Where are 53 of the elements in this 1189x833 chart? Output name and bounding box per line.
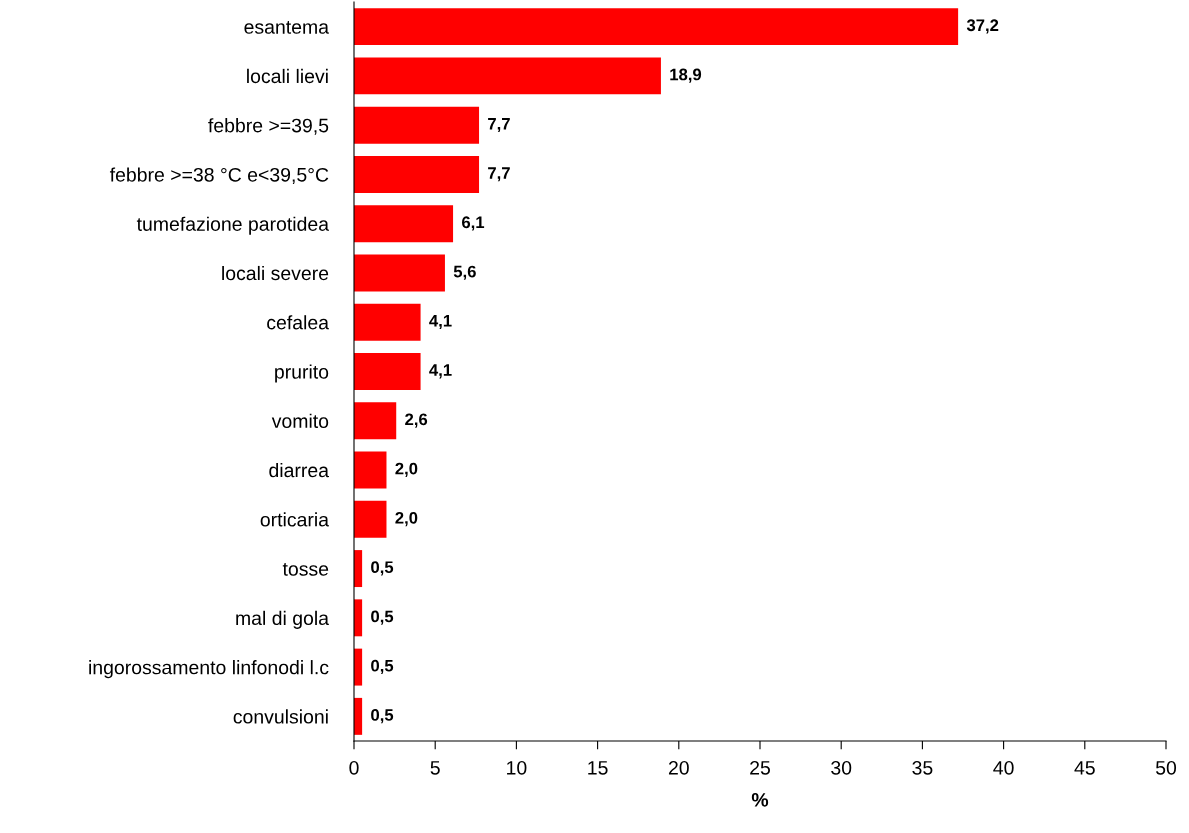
data-label: 18,9 bbox=[670, 68, 702, 83]
bar bbox=[354, 353, 421, 390]
data-label: 2,6 bbox=[405, 413, 428, 428]
data-label: 7,7 bbox=[488, 118, 510, 133]
x-tick-label: 40 bbox=[993, 760, 1014, 775]
y-tick-label: esantema bbox=[244, 21, 330, 34]
y-tick-label: cefalea bbox=[267, 315, 329, 330]
data-label: 7,7 bbox=[488, 167, 510, 182]
bar bbox=[354, 8, 959, 46]
bar bbox=[354, 205, 454, 243]
y-tick-label: febbre >=38 °C e<39,5°C bbox=[109, 167, 329, 184]
y-tick-label: ingorossamento linfonodi l.c bbox=[89, 660, 329, 679]
y-tick-label: locali lievi bbox=[247, 68, 328, 84]
y-tick-label: vomito bbox=[271, 413, 329, 428]
x-tick-label: 45 bbox=[1074, 761, 1095, 775]
data-label: 4,1 bbox=[429, 364, 452, 379]
data-label: 6,1 bbox=[462, 216, 485, 231]
y-tick-label: prurito bbox=[275, 364, 329, 383]
y-tick-label: mal di gola bbox=[236, 610, 329, 629]
bar bbox=[354, 451, 387, 489]
data-label: 2,0 bbox=[395, 511, 418, 527]
data-label: 0,5 bbox=[371, 561, 394, 576]
data-label: 0,5 bbox=[371, 610, 394, 625]
data-label: 37,2 bbox=[966, 19, 999, 34]
bar bbox=[354, 500, 387, 538]
data-label: 2,0 bbox=[395, 462, 418, 477]
data-label: 4,1 bbox=[429, 315, 452, 330]
data-label: 0,5 bbox=[371, 659, 394, 674]
x-tick-label: 15 bbox=[588, 761, 608, 775]
bar bbox=[354, 57, 661, 95]
bar bbox=[354, 254, 445, 292]
data-label: 5,6 bbox=[453, 265, 476, 280]
x-tick-label: 35 bbox=[912, 760, 933, 775]
y-tick-label: locali severe bbox=[222, 265, 329, 281]
y-tick-label: tumefazione parotidea bbox=[136, 216, 330, 235]
y-tick-label: orticaria bbox=[260, 512, 329, 527]
x-tick-label: 25 bbox=[750, 760, 770, 775]
x-tick-label: 30 bbox=[831, 760, 852, 775]
x-tick-label: 0 bbox=[349, 760, 359, 775]
y-tick-label: diarrea bbox=[269, 462, 329, 478]
y-tick-label: convulsioni bbox=[233, 709, 328, 724]
x-axis-title: % bbox=[751, 793, 769, 807]
y-tick-label: febbre >=39,5 bbox=[208, 118, 329, 135]
data-label: 0,5 bbox=[371, 709, 394, 724]
bar bbox=[354, 303, 421, 341]
x-tick-label: 10 bbox=[507, 760, 527, 775]
y-tick-label: tosse bbox=[282, 563, 329, 576]
bar bbox=[354, 155, 480, 193]
bar bbox=[354, 402, 397, 440]
x-tick-label: 5 bbox=[430, 761, 440, 775]
x-tick-label: 50 bbox=[1155, 760, 1177, 775]
x-tick-label: 20 bbox=[668, 760, 689, 775]
bar bbox=[354, 106, 480, 144]
